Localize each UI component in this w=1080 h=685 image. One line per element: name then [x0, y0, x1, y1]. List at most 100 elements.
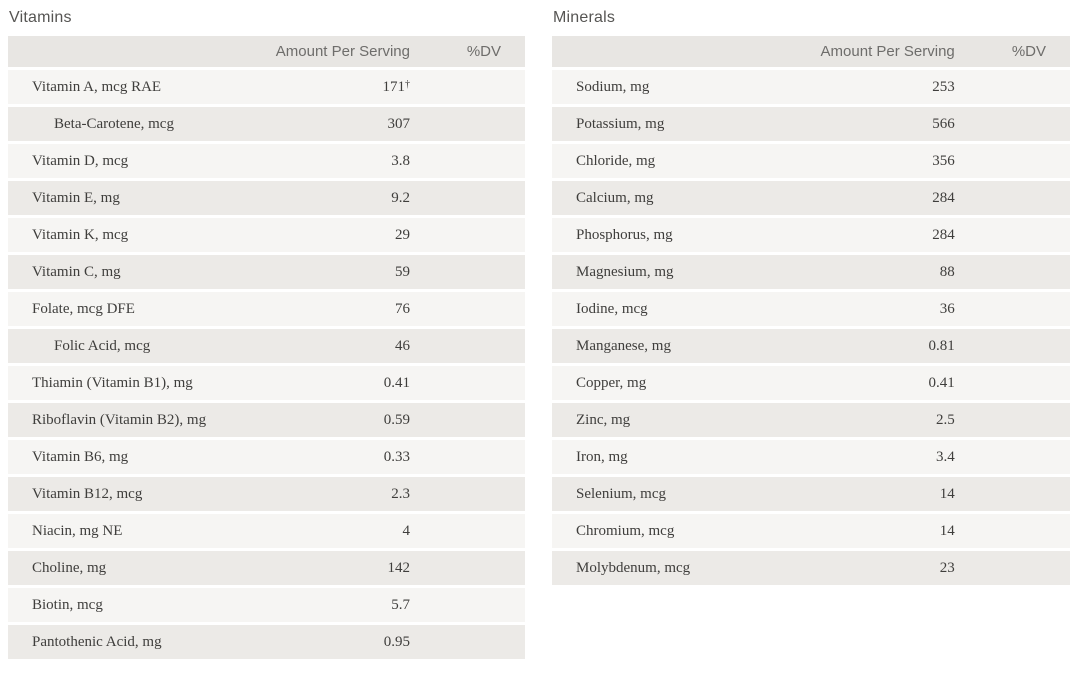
percent-dv-header: %DV — [428, 36, 525, 68]
table-row: Vitamin A, mcg RAE 171† — [8, 68, 525, 105]
percent-dv-value — [973, 253, 1070, 290]
table-row: Riboflavin (Vitamin B2), mg 0.59 — [8, 401, 525, 438]
nutrient-name: Niacin, mg NE — [32, 522, 123, 539]
amount-per-serving-value: 3.8 — [391, 152, 410, 169]
amount-per-serving-value: 88 — [939, 263, 955, 280]
amount-per-serving-value: 5.7 — [391, 596, 410, 613]
table-row: Vitamin D, mcg 3.8 — [8, 142, 525, 179]
amount-per-serving-value: 356 — [932, 152, 955, 169]
nutrient-name: Potassium, mg — [576, 115, 665, 132]
amount-per-serving-value: 284 — [932, 226, 955, 243]
nutrient-name: Manganese, mg — [576, 337, 671, 354]
amount-per-serving-value: 253 — [932, 78, 955, 95]
nutrient-name: Choline, mg — [32, 559, 107, 576]
amount-per-serving-value: 0.41 — [383, 374, 410, 391]
nutrient-name: Vitamin C, mg — [32, 263, 121, 280]
percent-dv-value — [428, 216, 525, 253]
nutrient-name: Riboflavin (Vitamin B2), mg — [32, 411, 207, 428]
percent-dv-value — [428, 105, 525, 142]
nutrient-column-header — [8, 36, 218, 68]
percent-dv-value — [973, 290, 1070, 327]
nutrient-name: Chloride, mg — [576, 152, 656, 169]
table-row: Thiamin (Vitamin B1), mg 0.41 — [8, 364, 525, 401]
header-row: Amount Per Serving %DV — [552, 36, 1070, 68]
amount-per-serving-value: 0.95 — [383, 633, 410, 650]
percent-dv-value — [428, 512, 525, 549]
percent-dv-header: %DV — [972, 36, 1070, 68]
minerals-table-body: Sodium, mg 253 Potassium, mg 566 Chloride, m… — [552, 68, 1070, 585]
nutrient-name: Molybdenum, mcg — [576, 559, 691, 576]
amount-per-serving-value: 29 — [395, 226, 410, 243]
vitamins-section: Vitamins Amount Per Serving %DV Vitamin … — [8, 0, 525, 659]
percent-dv-value — [973, 327, 1070, 364]
nutrient-name: Thiamin (Vitamin B1), mg — [32, 374, 193, 391]
vitamins-title: Vitamins — [9, 9, 72, 26]
nutrient-column-header — [552, 36, 763, 68]
nutrient-name: Sodium, mg — [576, 78, 650, 95]
percent-dv-value — [973, 216, 1070, 253]
nutrient-name: Calcium, mg — [576, 189, 654, 206]
percent-dv-value — [428, 68, 525, 105]
minerals-section: Minerals Amount Per Serving %DV Sodium, … — [552, 0, 1070, 585]
amount-per-serving-value: 4 — [402, 522, 411, 539]
percent-dv-value — [428, 475, 525, 512]
nutrient-name: Zinc, mg — [576, 411, 631, 428]
table-row: Vitamin C, mg 59 — [8, 253, 525, 290]
percent-dv-value — [428, 179, 525, 216]
nutrient-name: Iron, mg — [576, 448, 628, 465]
amount-per-serving-value: 9.2 — [391, 189, 410, 206]
percent-dv-value — [973, 68, 1070, 105]
minerals-title: Minerals — [553, 9, 616, 26]
table-row: Chloride, mg 356 — [552, 142, 1070, 179]
percent-dv-value — [428, 586, 525, 623]
amount-per-serving-value: 0.41 — [928, 374, 955, 391]
table-row: Molybdenum, mcg 23 — [552, 549, 1070, 585]
amount-per-serving-value: 2.3 — [391, 485, 410, 502]
amount-per-serving-value: 284 — [932, 189, 955, 206]
table-row: Chromium, mcg 14 — [552, 512, 1070, 549]
table-row: Vitamin K, mcg 29 — [8, 216, 525, 253]
percent-dv-value — [973, 512, 1070, 549]
percent-dv-value — [973, 475, 1070, 512]
table-row: Niacin, mg NE 4 — [8, 512, 525, 549]
amount-per-serving-value: 142 — [387, 559, 411, 576]
amount-per-serving-value: 14 — [939, 485, 955, 502]
amount-per-serving-value: 76 — [395, 300, 410, 317]
nutrient-name: Beta-Carotene, mcg — [54, 115, 174, 132]
nutrient-name: Biotin, mcg — [32, 596, 103, 613]
vitamins-table: Amount Per Serving %DV Vitamin A, mcg RA… — [8, 36, 525, 659]
table-row: Calcium, mg 284 — [552, 179, 1070, 216]
amount-per-serving-value: 566 — [932, 115, 955, 132]
amount-per-serving-value: 36 — [939, 300, 955, 317]
table-row: Choline, mg 142 — [8, 549, 525, 586]
table-row: Selenium, mcg 14 — [552, 475, 1070, 512]
table-row: Iodine, mcg 36 — [552, 290, 1070, 327]
nutrient-name: Folic Acid, mcg — [54, 337, 151, 354]
table-row: Beta-Carotene, mcg 307 — [8, 105, 525, 142]
table-row: Phosphorus, mg 284 — [552, 216, 1070, 253]
nutrient-name: Vitamin D, mcg — [32, 152, 129, 169]
amount-per-serving-header: Amount Per Serving — [762, 36, 973, 68]
percent-dv-value — [428, 438, 525, 475]
nutrient-name: Vitamin E, mg — [32, 189, 120, 206]
percent-dv-value — [428, 549, 525, 586]
table-row: Sodium, mg 253 — [552, 68, 1070, 105]
nutrient-name: Pantothenic Acid, mg — [32, 633, 162, 650]
table-row: Folic Acid, mcg 46 — [8, 327, 525, 364]
percent-dv-value — [973, 179, 1070, 216]
amount-per-serving-value: 46 — [395, 337, 410, 354]
table-row: Copper, mg 0.41 — [552, 364, 1070, 401]
table-row: Folate, mcg DFE 76 — [8, 290, 525, 327]
amount-per-serving-value: 307 — [387, 115, 411, 132]
table-row: Magnesium, mg 88 — [552, 253, 1070, 290]
table-row: Biotin, mcg 5.7 — [8, 586, 525, 623]
nutrient-name: Vitamin A, mcg RAE — [32, 78, 162, 95]
table-row: Vitamin B12, mcg 2.3 — [8, 475, 525, 512]
amount-per-serving-value: 3.4 — [936, 448, 955, 465]
nutrient-name: Iodine, mcg — [576, 300, 648, 317]
nutrient-name: Magnesium, mg — [576, 263, 674, 280]
percent-dv-value — [428, 290, 525, 327]
nutrient-name: Vitamin B12, mcg — [32, 485, 143, 502]
percent-dv-value — [428, 253, 525, 290]
amount-per-serving-value: 0.59 — [383, 411, 410, 428]
